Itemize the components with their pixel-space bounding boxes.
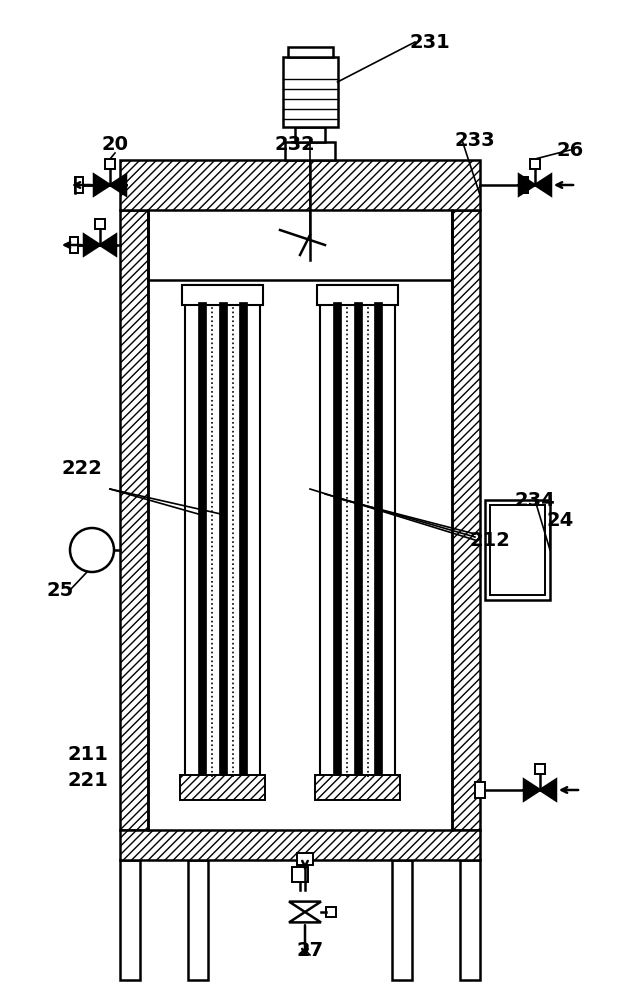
Bar: [219, 302, 226, 777]
Text: 221: 221: [68, 770, 109, 790]
Bar: [297, 853, 313, 865]
Polygon shape: [519, 175, 535, 195]
Bar: [285, 142, 335, 160]
Bar: [333, 302, 341, 777]
Text: 232: 232: [275, 135, 316, 154]
Bar: [70, 237, 78, 253]
Bar: [185, 285, 260, 795]
Bar: [95, 219, 105, 229]
Bar: [320, 285, 395, 795]
Bar: [120, 830, 480, 860]
Polygon shape: [110, 175, 126, 195]
Text: 212: 212: [470, 530, 511, 550]
Bar: [188, 860, 208, 980]
Bar: [326, 907, 336, 917]
Bar: [197, 302, 206, 777]
Bar: [295, 127, 325, 142]
Bar: [452, 210, 480, 830]
Bar: [392, 860, 412, 980]
Bar: [120, 160, 480, 210]
Text: 222: 222: [61, 460, 102, 479]
Bar: [460, 860, 480, 980]
Bar: [315, 775, 400, 800]
Bar: [288, 47, 332, 57]
Polygon shape: [289, 902, 321, 912]
Text: 233: 233: [455, 130, 495, 149]
Bar: [282, 57, 337, 127]
Bar: [182, 780, 263, 795]
Text: 20: 20: [102, 135, 128, 154]
Bar: [353, 302, 362, 777]
Text: 26: 26: [557, 140, 583, 159]
Bar: [535, 764, 545, 774]
Text: 27: 27: [296, 940, 323, 960]
Bar: [180, 775, 265, 800]
Bar: [490, 505, 545, 595]
Circle shape: [70, 528, 114, 572]
Text: 234: 234: [514, 490, 555, 510]
Bar: [105, 159, 115, 169]
Text: 211: 211: [68, 746, 109, 764]
Bar: [317, 285, 398, 305]
Bar: [520, 177, 528, 193]
Polygon shape: [540, 780, 556, 800]
Polygon shape: [289, 912, 321, 922]
Text: 24: 24: [546, 510, 574, 530]
Polygon shape: [524, 780, 540, 800]
Bar: [475, 782, 485, 798]
Bar: [485, 500, 550, 600]
Bar: [120, 210, 148, 830]
Polygon shape: [535, 175, 551, 195]
Text: 231: 231: [410, 32, 450, 51]
Bar: [530, 159, 540, 169]
Bar: [292, 867, 308, 882]
Bar: [317, 780, 398, 795]
Bar: [120, 860, 140, 980]
Polygon shape: [100, 235, 116, 255]
Polygon shape: [94, 175, 110, 195]
Text: 25: 25: [47, 580, 73, 599]
Bar: [374, 302, 382, 777]
Polygon shape: [84, 235, 100, 255]
Bar: [182, 285, 263, 305]
Bar: [239, 302, 247, 777]
Bar: [75, 177, 83, 193]
